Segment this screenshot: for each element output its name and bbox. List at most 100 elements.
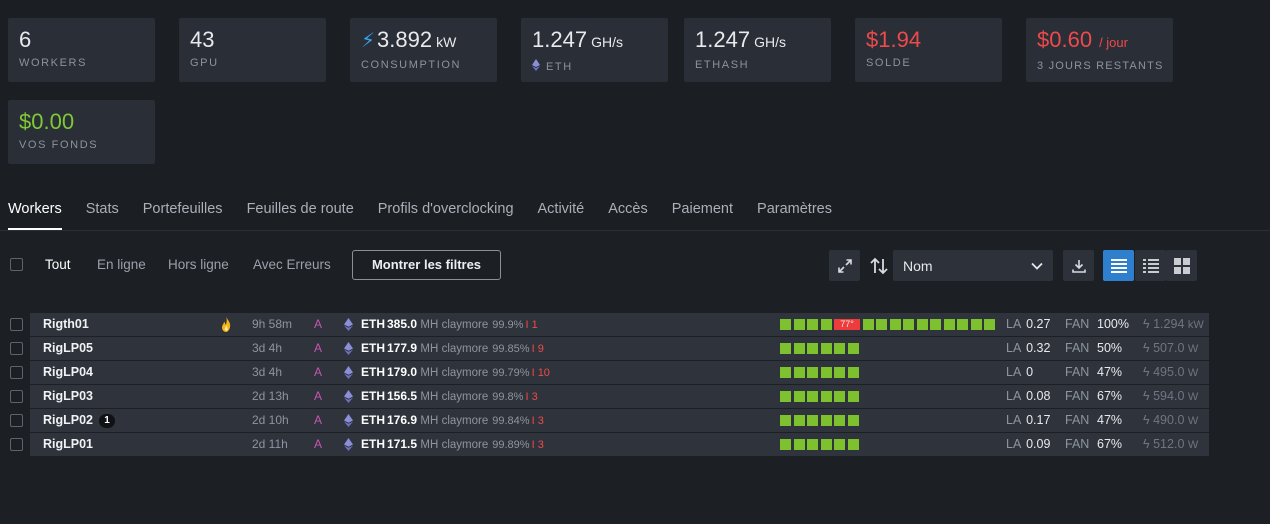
gpu-indicator[interactable]: [780, 367, 791, 378]
filter-online[interactable]: En ligne: [97, 257, 146, 272]
worker-name[interactable]: Rigth01: [43, 317, 89, 331]
tab-settings[interactable]: Paramètres: [757, 201, 832, 217]
worker-name[interactable]: RigLP04: [43, 365, 94, 379]
gpu-indicator[interactable]: [834, 439, 845, 450]
stat-value: $0.00: [19, 109, 75, 134]
worker-hashrate: 179.0: [387, 365, 418, 379]
gpu-indicator[interactable]: [820, 439, 832, 450]
gpu-indicator[interactable]: [793, 367, 805, 378]
load-average-value: 0.27: [1026, 317, 1051, 331]
expand-icon: [837, 258, 852, 273]
power-draw: ϟ 507.0 W: [1143, 341, 1199, 355]
gpu-indicator[interactable]: [820, 367, 832, 378]
gpu-indicator[interactable]: [862, 319, 874, 330]
gpu-indicator[interactable]: [793, 391, 805, 402]
worker-checkbox[interactable]: [10, 414, 23, 427]
gpu-indicator[interactable]: [943, 319, 955, 330]
eth-icon: [344, 414, 353, 427]
worker-row[interactable]: Rigth01 9h 58m A ETH 385.0 MH claymore 99.9% I…: [30, 313, 1209, 336]
worker-checkbox[interactable]: [10, 438, 23, 451]
gpu-indicator[interactable]: [820, 343, 832, 354]
worker-checkbox[interactable]: [10, 366, 23, 379]
gpu-indicator[interactable]: [780, 439, 791, 450]
gpu-indicator[interactable]: [807, 439, 818, 450]
gpu-indicator[interactable]: [820, 415, 832, 426]
fan-value: 67%: [1097, 437, 1123, 451]
gpu-indicator[interactable]: [807, 391, 818, 402]
tab-activity[interactable]: Activité: [537, 201, 585, 217]
gpu-indicator[interactable]: [847, 391, 859, 402]
gpu-indicator[interactable]: [889, 319, 901, 330]
view-detailed-list-button[interactable]: [1135, 250, 1166, 281]
worker-row[interactable]: RigLP04 3d 4h A ETH 179.0 MH claymore 99.79% I…: [30, 361, 1209, 384]
gpu-indicator[interactable]: [820, 319, 832, 330]
filter-with-errors[interactable]: Avec Erreurs: [253, 257, 331, 272]
gpu-indicator[interactable]: [780, 415, 791, 426]
worker-checkbox[interactable]: [10, 318, 23, 331]
view-list-button[interactable]: [1103, 250, 1134, 281]
gpu-indicator[interactable]: [876, 319, 887, 330]
worker-row[interactable]: RigLP05 3d 4h A ETH 177.9 MH claymore 99.85% I…: [30, 337, 1209, 360]
tab-flight-sheets[interactable]: Feuilles de route: [246, 201, 354, 217]
tab-wallets[interactable]: Portefeuilles: [142, 201, 223, 217]
gpu-indicator[interactable]: [793, 415, 805, 426]
gpu-indicator[interactable]: [807, 415, 818, 426]
sort-select[interactable]: Nom: [893, 250, 1053, 281]
worker-checkbox[interactable]: [10, 342, 23, 355]
gpu-indicator[interactable]: [793, 319, 805, 330]
eth-icon: [344, 438, 353, 451]
view-grid-button[interactable]: [1166, 250, 1197, 281]
gpu-indicator[interactable]: [847, 343, 859, 354]
filter-all[interactable]: Tout: [45, 257, 71, 272]
tab-stats[interactable]: Stats: [85, 201, 119, 217]
gpu-indicator[interactable]: [780, 343, 791, 354]
worker-name[interactable]: RigLP05: [43, 341, 94, 355]
worker-name[interactable]: RigLP03: [43, 389, 94, 403]
power-draw: ϟ 490.0 W: [1143, 413, 1199, 427]
gpu-indicator[interactable]: [834, 367, 845, 378]
load-average-value: 0.17: [1026, 413, 1051, 427]
gpu-indicator[interactable]: [957, 319, 968, 330]
bolt-icon: ϟ: [1143, 413, 1150, 427]
gpu-indicator[interactable]: [970, 319, 982, 330]
gpu-indicator[interactable]: [916, 319, 928, 330]
gpu-indicator[interactable]: [780, 391, 791, 402]
worker-row[interactable]: RigLP01 2d 11h A ETH 171.5 MH claymore 99.89%…: [30, 433, 1209, 456]
worker-checkbox[interactable]: [10, 390, 23, 403]
gpu-indicator[interactable]: [834, 343, 845, 354]
gpu-indicator[interactable]: [780, 319, 791, 330]
worker-name[interactable]: RigLP02 1: [43, 409, 116, 432]
gpu-indicator[interactable]: [847, 439, 859, 450]
gpu-indicator[interactable]: [807, 367, 818, 378]
tab-access[interactable]: Accès: [608, 201, 648, 217]
gpu-indicator[interactable]: [834, 415, 845, 426]
stat-unit: GH/s: [591, 34, 623, 50]
tab-payment[interactable]: Paiement: [671, 201, 734, 217]
tab-workers[interactable]: Workers: [8, 194, 62, 230]
expand-button[interactable]: [829, 250, 860, 281]
sort-direction-icon[interactable]: [868, 255, 890, 277]
gpu-indicator[interactable]: [807, 343, 818, 354]
select-all-checkbox[interactable]: [10, 258, 23, 271]
gpu-indicator[interactable]: [820, 391, 832, 402]
gpu-indicator[interactable]: [807, 319, 818, 330]
worker-row[interactable]: RigLP03 2d 13h A ETH 156.5 MH claymore 99.8% I…: [30, 385, 1209, 408]
gpu-indicator[interactable]: [903, 319, 914, 330]
stat-value: 3.892: [377, 27, 433, 52]
gpu-indicator[interactable]: [984, 319, 995, 330]
download-button[interactable]: [1063, 250, 1094, 281]
filter-offline[interactable]: Hors ligne: [168, 257, 229, 272]
accepted-shares: 99.85%: [492, 343, 530, 355]
gpu-temp-alert[interactable]: 77°: [834, 319, 860, 330]
gpu-indicator[interactable]: [793, 343, 805, 354]
gpu-indicator[interactable]: [834, 391, 845, 402]
worker-row[interactable]: RigLP02 1 2d 10h A ETH 176.9 MH claymore 99.84…: [30, 409, 1209, 432]
gpu-indicator[interactable]: [847, 367, 859, 378]
gpu-indicator[interactable]: [847, 415, 859, 426]
show-filters-button[interactable]: Montrer les filtres: [352, 250, 501, 280]
bolt-icon: ϟ: [1143, 365, 1150, 379]
tab-overclocking[interactable]: Profils d'overclocking: [377, 201, 514, 217]
gpu-indicator[interactable]: [930, 319, 941, 330]
gpu-indicator[interactable]: [793, 439, 805, 450]
worker-name[interactable]: RigLP01: [43, 437, 94, 451]
